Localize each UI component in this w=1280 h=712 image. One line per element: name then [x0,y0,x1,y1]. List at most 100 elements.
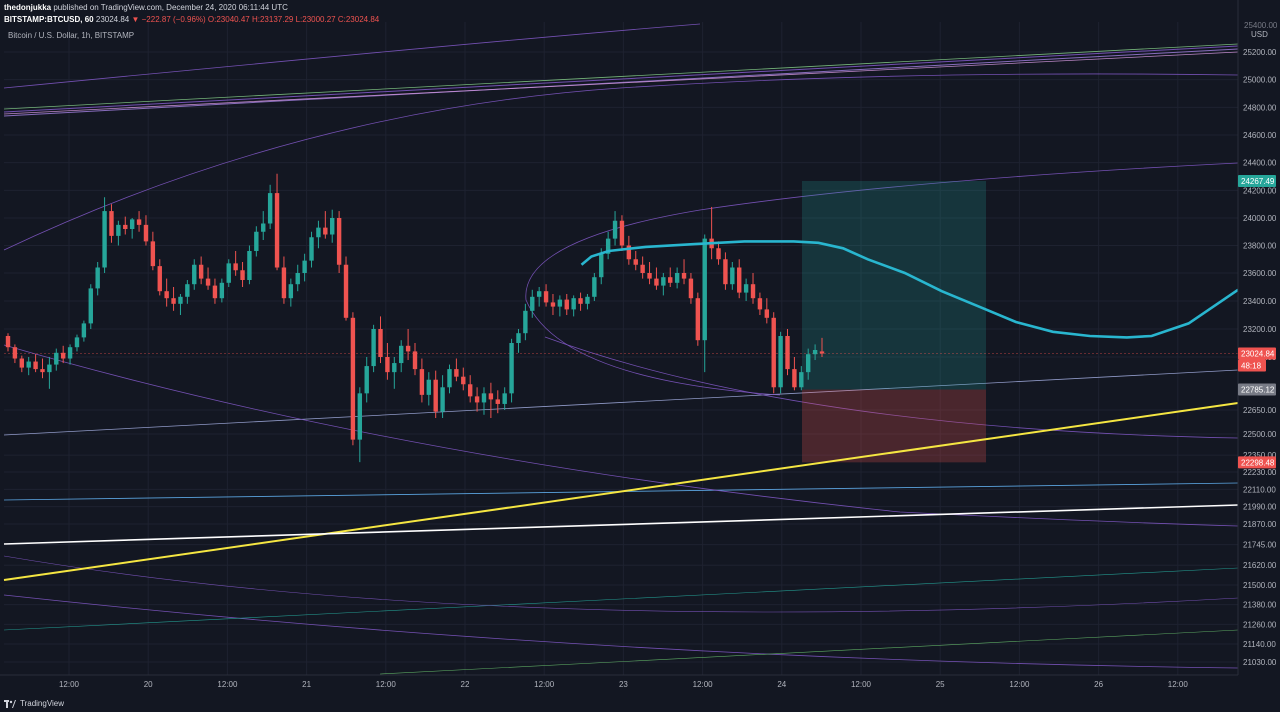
candle-body [116,224,121,236]
time-axis-tick: 21 [302,680,311,689]
publisher-name[interactable]: thedonjukka [4,3,52,12]
time-axis-tick: 12:00 [851,680,872,689]
price-axis-tick: 22650.00 [1243,406,1277,415]
channel-line [525,162,1239,396]
tradingview-logo-icon [4,699,16,708]
time-axis-tick: 25 [936,680,945,689]
stop-loss-zone [802,389,986,463]
candle-body [247,251,252,280]
candle-body [585,296,590,304]
candle-body [716,248,721,260]
candle-body [785,336,790,370]
price-axis-tick: 22350.00 [1243,451,1277,460]
candle-body [668,277,673,283]
take-profit-zone [802,180,986,390]
price-axis-tick: 21380.00 [1243,601,1277,610]
candle-body [129,219,135,229]
candle-body [695,298,701,341]
candle-body [743,284,749,293]
candle-body [198,264,204,279]
time-axis-tick: 26 [1094,680,1103,689]
time-axis-tick: 12:00 [1168,680,1189,689]
candle-body [674,273,680,283]
time-axis-tick: 23 [619,680,628,689]
candle-body [371,329,376,367]
candle-body [771,317,776,388]
price-axis-tick: 24400.00 [1243,159,1277,168]
candle-body [74,337,80,348]
candle-body [433,379,438,412]
candle-body [26,361,31,368]
candle-body [557,299,563,307]
candle-body [723,259,728,285]
candle-body [157,266,162,292]
candle-body [274,193,280,268]
price-axis-tick: 21030.00 [1243,658,1277,667]
candle-body [730,267,735,285]
channel-line [379,629,1239,675]
price-label-take-profit [1238,174,1276,187]
candle-body [578,298,583,304]
candle-body [364,366,369,394]
candle-body [536,291,542,297]
channel-line [3,73,1239,251]
footer-brand[interactable]: TradingView [20,699,65,708]
candle-body [599,253,604,278]
ohlc-low: 23000.27 [302,15,336,24]
ohlc-close: 23024.84 [345,15,380,24]
candle-body [330,218,335,235]
candle-body [102,211,107,268]
candle-body [792,369,797,388]
candle-body [12,347,18,359]
channel-line [3,594,1239,669]
candle-body [474,396,480,403]
candle-body [564,299,569,310]
candle-body [81,323,87,338]
candle-body [357,393,363,440]
price-axis-tick: 21140.00 [1243,640,1276,649]
candle-body [440,387,445,412]
price-label-stop-loss [1238,456,1276,469]
candle-body [267,193,273,224]
price-axis-tick: 21260.00 [1243,620,1277,629]
candle-body [226,263,231,283]
candle-body [412,351,418,370]
channel-line [3,48,1239,117]
candle-body [481,393,487,403]
footer: TradingView [4,699,64,708]
time-axis-tick: 12:00 [376,680,397,689]
candle-body [323,227,328,235]
candle-body [233,263,238,271]
trend-line-white [3,504,1239,545]
candle-body [419,369,425,395]
candle-body [819,351,825,354]
candle-body [5,336,11,348]
candle-body [143,224,149,242]
candle-body [171,298,176,304]
price-axis-tick: 24600.00 [1243,131,1277,140]
time-axis-tick: 12:00 [59,680,80,689]
candle-body [378,329,383,357]
moving-average-line [580,240,1239,339]
price-axis-tick: 23200.00 [1243,325,1277,334]
candle-body [523,310,528,334]
candle-body [619,220,625,246]
candle-body [219,282,225,299]
candle-body [185,284,190,297]
candle-body [461,376,466,385]
candle-body [592,277,597,297]
trend-line-yellow [3,402,1239,581]
time-axis-tick: 12:00 [217,680,238,689]
price-axis-tick: 22500.00 [1243,430,1277,439]
price-label-text: 22785.12 [1241,386,1275,395]
candle-body [54,352,59,365]
ohlc-open-label: O: [207,15,217,24]
price-label-text: 22298.48 [1241,458,1275,467]
candle-body [205,278,211,286]
time-axis-tick: 20 [144,680,153,689]
price-axis-tick: 21620.00 [1243,561,1277,570]
price-axis-tick: 21870.00 [1243,520,1277,529]
chart-title: Bitcoin / U.S. Dollar, 1h, BITSTAMP [8,31,135,40]
candle-body [33,361,38,370]
candle-body [399,345,404,364]
